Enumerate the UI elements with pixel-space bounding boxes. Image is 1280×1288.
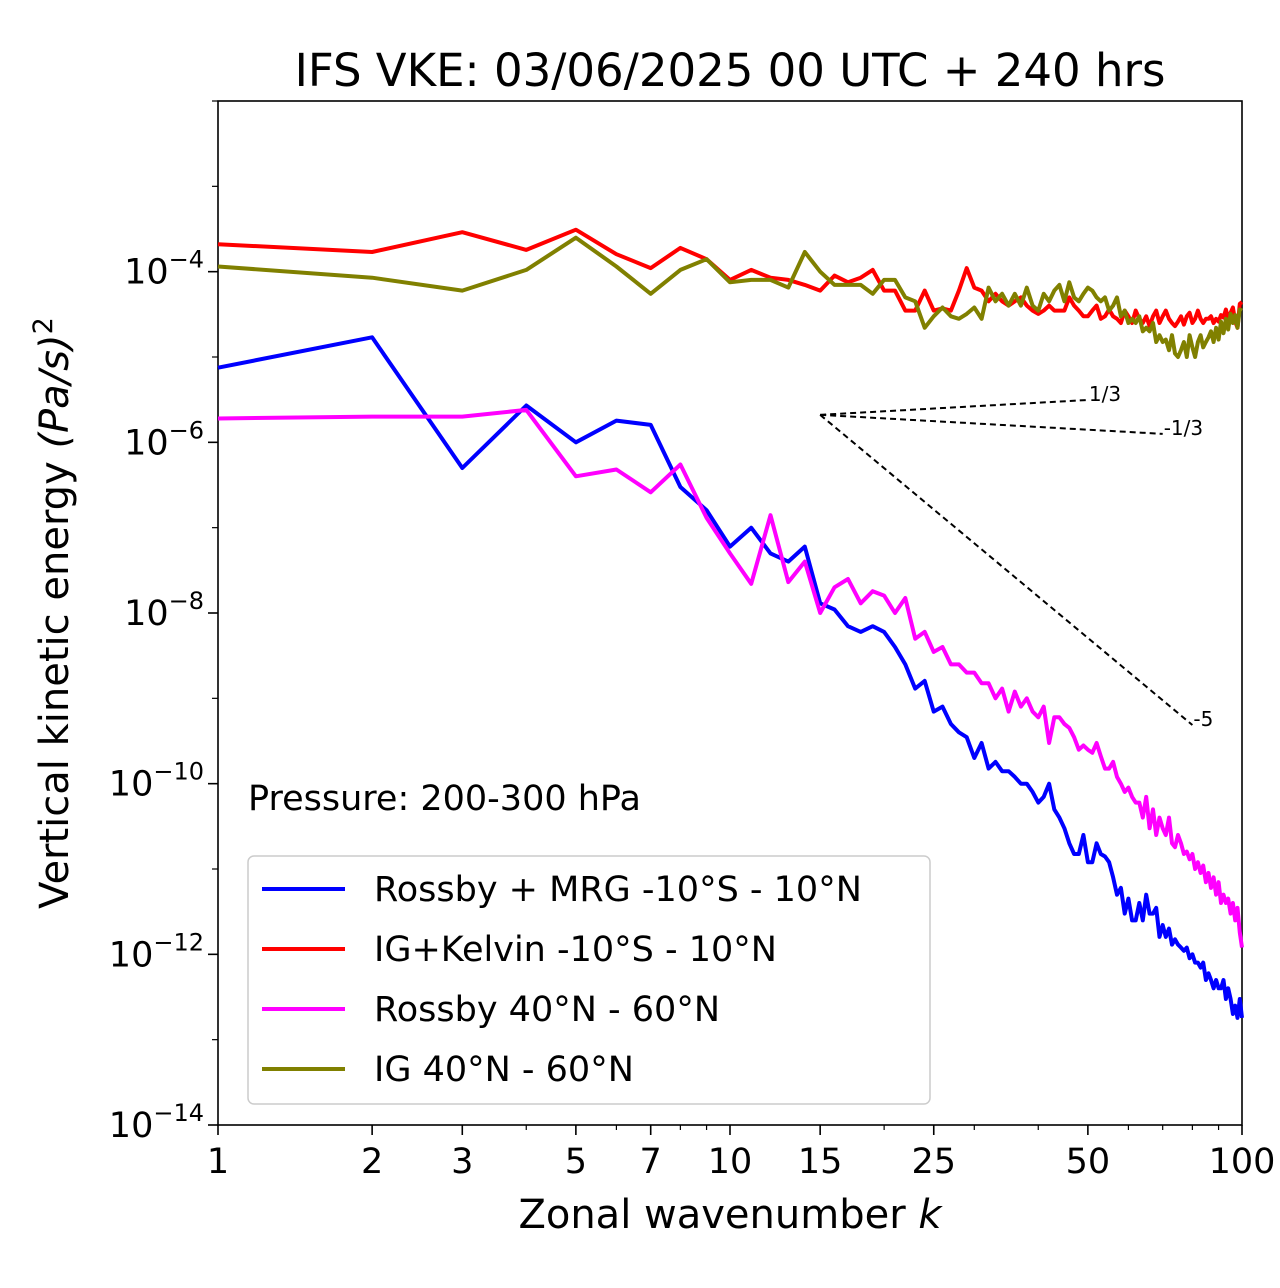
- legend: Rossby + MRG -10°S - 10°N IG+Kelvin -10°S…: [247, 855, 931, 1105]
- pressure-annotation: Pressure: 200-300 hPa: [248, 779, 641, 819]
- y-tick-label: 10−14: [109, 1099, 204, 1146]
- x-tick-label: 5: [565, 1142, 587, 1182]
- reference-label-0: 1/3: [1089, 382, 1121, 406]
- x-axis-ticks: 1 2 3 5 7 10 15 25 50 100: [207, 1125, 1276, 1182]
- series-line-1: [217, 227, 1244, 330]
- legend-label-3: IG 40°N - 60°N: [374, 1050, 634, 1090]
- legend-box: [247, 855, 931, 1105]
- x-tick-label: 7: [640, 1142, 662, 1182]
- series-line-0: [217, 335, 1244, 1020]
- reference-line-2: [819, 414, 1194, 726]
- reference-label-2: -5: [1193, 707, 1213, 731]
- y-tick-label: 10−4: [124, 246, 204, 293]
- reference-label-1: -1/3: [1164, 416, 1203, 440]
- x-tick-label: 15: [798, 1142, 843, 1182]
- x-tick-label: 25: [911, 1142, 956, 1182]
- legend-label-2: Rossby 40°N - 60°N: [374, 990, 720, 1030]
- y-axis-ticks: 10−4 10−6 10−8 10−10 10−12 10−14: [109, 100, 218, 1146]
- series-line-3: [217, 235, 1243, 359]
- legend-label-0: Rossby + MRG -10°S - 10°N: [374, 870, 862, 910]
- reference-slopes: 1/3 -1/3 -5: [819, 382, 1213, 731]
- x-tick-label: 100: [1209, 1142, 1276, 1182]
- y-tick-label: 10−10: [109, 758, 204, 805]
- x-tick-label: 2: [361, 1142, 383, 1182]
- reference-line-0: [820, 398, 1088, 416]
- series-line-2: [217, 407, 1244, 948]
- legend-label-1: IG+Kelvin -10°S - 10°N: [374, 930, 777, 970]
- x-tick-label: 50: [1066, 1142, 1111, 1182]
- y-tick-label: 10−8: [124, 587, 204, 634]
- y-axis-label: Vertical kinetic energy (Pa/s)2: [28, 317, 78, 909]
- y-tick-label: 10−6: [124, 416, 204, 463]
- x-tick-label: 3: [451, 1142, 473, 1182]
- reference-line-1: [820, 413, 1163, 435]
- x-tick-label: 1: [207, 1142, 229, 1182]
- data-series: [217, 227, 1244, 1020]
- chart-title: IFS VKE: 03/06/2025 00 UTC + 240 hrs: [295, 44, 1166, 97]
- y-tick-label: 10−12: [109, 928, 204, 975]
- x-tick-label: 10: [708, 1142, 753, 1182]
- x-axis-label: Zonal wavenumber k: [518, 1192, 943, 1238]
